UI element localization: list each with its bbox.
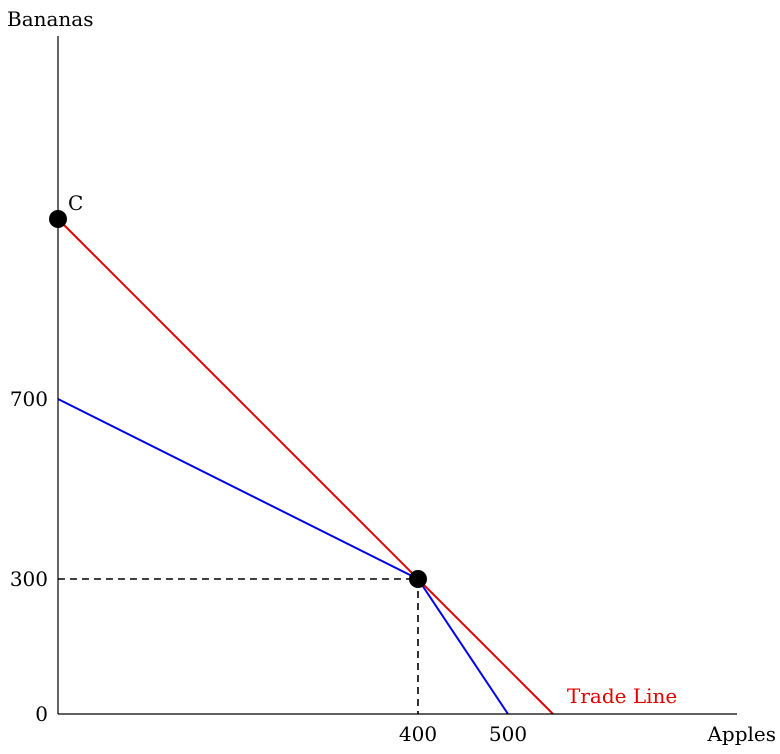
axes-layer [57,36,737,715]
lines-layer [57,218,554,715]
x-tick-label-500: 500 [489,722,527,746]
x-axis-label: Apples [706,722,776,746]
guides-layer [58,578,419,714]
point-c [49,210,67,228]
production-possibility-line [57,398,509,715]
y-axis-label: Bananas [7,7,94,31]
labels-layer: Bananas Apples Trade Line 0 300 700 400 500 C [7,7,776,746]
points-layer [49,210,427,588]
trade-line-label: Trade Line [567,684,677,708]
y-tick-label-300: 300 [10,567,48,591]
point-label-c: C [68,191,83,215]
y-tick-label-0: 0 [35,702,48,726]
x-tick-label-400: 400 [399,722,437,746]
trade-line [57,218,554,715]
point-intersection [409,570,427,588]
y-tick-label-700: 700 [10,387,48,411]
